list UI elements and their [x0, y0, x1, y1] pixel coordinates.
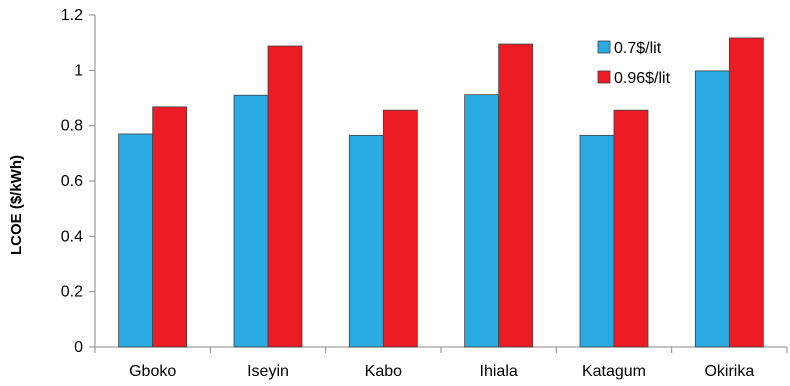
x-tick-label: Katagum	[582, 363, 646, 380]
y-tick-label: 0.6	[61, 173, 83, 190]
x-axis: Gboko Iseyin Kabo Ihiala Katagum Okirika	[94, 346, 788, 380]
y-tick-label: 0	[74, 339, 83, 356]
legend-swatch-1	[597, 40, 611, 54]
y-axis-label: LCOE ($/kWh)	[8, 155, 25, 255]
y-tick-label: 0.8	[61, 118, 83, 135]
bar-series-1-kabo	[348, 134, 384, 348]
bars	[118, 37, 764, 348]
bar-series-1-iseyin	[233, 94, 269, 348]
bar-series-1-okirika	[694, 70, 730, 348]
y-tick-label: 1	[74, 62, 83, 79]
bar-series-1-katagum	[579, 134, 615, 348]
legend-label-2: 0.96$/lit	[614, 70, 671, 87]
x-tick-label: Ihiala	[480, 363, 518, 380]
bar-series-1-ihiala	[464, 94, 500, 348]
y-axis: 0 0.2 0.4 0.6 0.8 1 1.2	[61, 7, 96, 356]
bar-series-2-ihiala	[498, 43, 534, 348]
x-tick-label: Gboko	[129, 363, 176, 380]
legend-swatch-2	[597, 70, 611, 84]
bar-series-2-katagum	[613, 109, 649, 348]
legend: 0.7$/lit 0.96$/lit	[597, 40, 671, 87]
legend-label-1: 0.7$/lit	[614, 40, 662, 57]
bar-series-2-okirika	[728, 37, 764, 348]
bar-series-1-gboko	[118, 133, 154, 348]
x-tick-label: Iseyin	[247, 363, 289, 380]
bar-series-2-gboko	[152, 106, 188, 348]
y-tick-label: 0.2	[61, 284, 83, 301]
bar-series-2-iseyin	[267, 45, 303, 348]
y-tick-label: 0.4	[61, 228, 83, 245]
bar-series-2-kabo	[382, 109, 418, 348]
x-tick-label: Kabo	[365, 363, 402, 380]
y-tick-label: 1.2	[61, 7, 83, 24]
x-tick-label: Okirika	[704, 363, 754, 380]
